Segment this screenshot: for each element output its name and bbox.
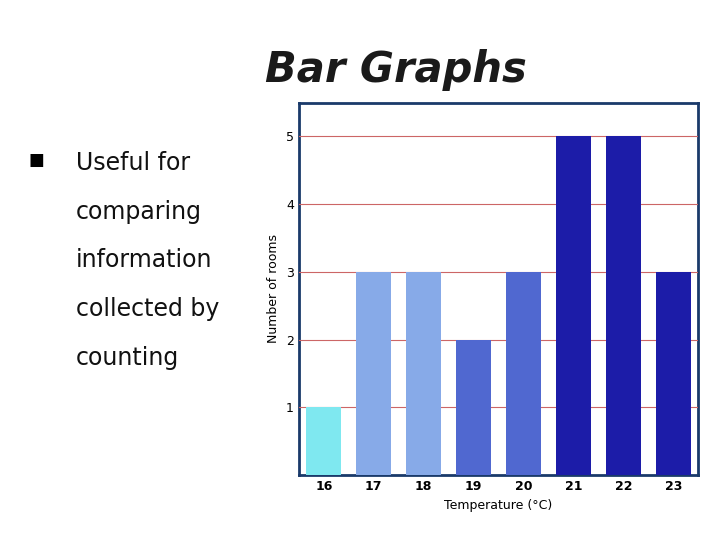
Bar	[606, 137, 641, 475]
Bar	[356, 272, 391, 475]
Bar	[456, 340, 491, 475]
Bar	[406, 272, 441, 475]
X-axis label: Temperature (°C): Temperature (°C)	[444, 498, 553, 511]
Bar	[306, 408, 341, 475]
Text: information: information	[76, 248, 212, 272]
Bar	[556, 137, 591, 475]
Text: comparing: comparing	[76, 200, 202, 224]
Bar	[656, 272, 691, 475]
Text: counting: counting	[76, 346, 179, 369]
Text: ■: ■	[29, 151, 45, 169]
Text: Useful for: Useful for	[76, 151, 190, 175]
Text: Bar Graphs: Bar Graphs	[265, 49, 527, 91]
Text: collected by: collected by	[76, 297, 219, 321]
Y-axis label: Number of rooms: Number of rooms	[267, 234, 280, 343]
Bar	[506, 272, 541, 475]
